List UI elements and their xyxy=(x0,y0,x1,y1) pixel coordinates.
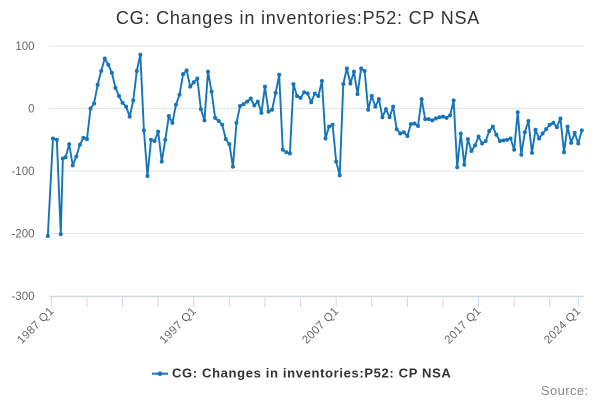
svg-text:CG: Changes in inventories:P52: CG: Changes in inventories:P52: CP NSA xyxy=(172,366,451,381)
svg-text:0: 0 xyxy=(28,104,34,116)
svg-text:-100: -100 xyxy=(11,166,34,178)
svg-text:-200: -200 xyxy=(11,229,34,241)
svg-text:100: 100 xyxy=(15,41,34,53)
svg-text:Source:: Source: xyxy=(541,383,589,398)
svg-text:-300: -300 xyxy=(11,291,34,303)
svg-text:CG: Changes in inventories:P52: CG: Changes in inventories:P52: CP NSA xyxy=(116,8,480,28)
